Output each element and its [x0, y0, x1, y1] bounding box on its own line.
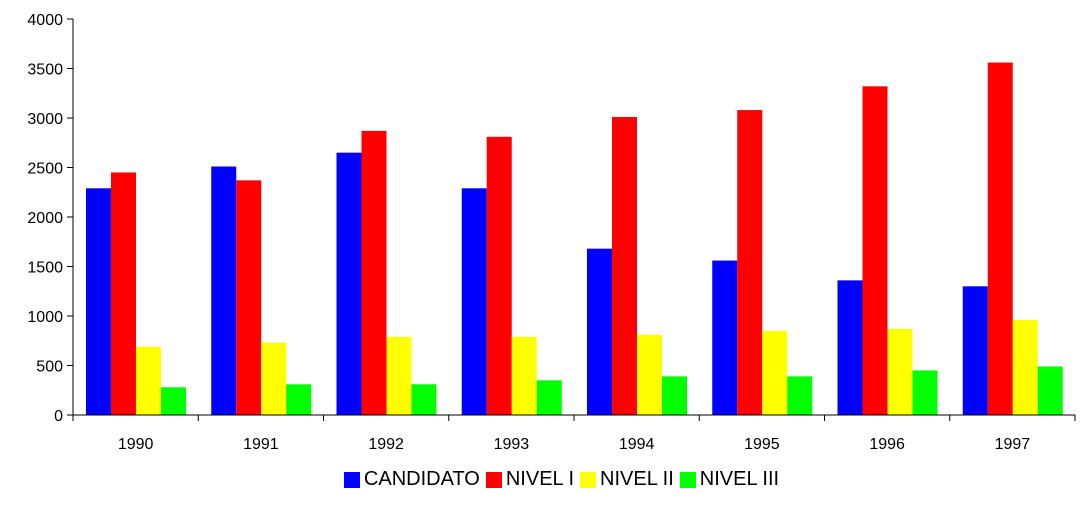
bar-nivel-iii-1997	[1037, 366, 1063, 415]
bar-nivel-i-1996	[862, 86, 888, 415]
legend-item: NIVEL III	[679, 468, 780, 491]
bar-nivel-ii-1996	[887, 328, 913, 415]
legend-swatch	[679, 471, 696, 488]
x-tick-label: 1991	[243, 436, 279, 453]
bar-nivel-ii-1990	[136, 346, 161, 415]
legend-item: NIVEL II	[580, 468, 674, 491]
bar-nivel-iii-1991	[286, 384, 312, 415]
bar-nivel-i-1990	[111, 172, 136, 415]
bar-candidato-1992	[336, 152, 362, 415]
bar-nivel-iii-1994	[662, 376, 687, 415]
bar-nivel-iii-1995	[787, 376, 813, 415]
bar-nivel-i-1991	[236, 180, 262, 415]
y-tick-label: 2500	[27, 161, 63, 178]
y-tick-label: 1500	[27, 260, 63, 277]
x-tick-label: 1994	[619, 436, 655, 453]
y-tick-label: 2000	[27, 210, 63, 227]
legend-label: CANDIDATO	[363, 468, 480, 490]
bar-candidato-1997	[962, 286, 988, 415]
bar-nivel-ii-1997	[1012, 319, 1038, 415]
bar-nivel-i-1992	[361, 130, 387, 415]
legend-label: NIVEL I	[505, 468, 575, 490]
bar-candidato-1995	[712, 260, 738, 415]
bars-group	[86, 62, 1063, 416]
bar-nivel-i-1995	[737, 110, 763, 415]
chart-legend: CANDIDATO NIVEL I NIVEL II NIVEL III	[0, 468, 1087, 491]
bar-nivel-i-1994	[612, 117, 637, 415]
bar-nivel-ii-1991	[261, 342, 287, 415]
y-tick-label: 3000	[27, 111, 63, 128]
bar-nivel-i-1997	[987, 62, 1013, 416]
x-tick-label: 1993	[494, 436, 530, 453]
x-axis-ticks: 1990 1991 1992 1993 1994 1995 1996 1997	[72, 415, 1076, 453]
x-tick-label: 1992	[368, 436, 404, 453]
legend-item: NIVEL I	[485, 468, 575, 491]
x-tick-label: 1997	[995, 436, 1031, 453]
bar-nivel-ii-1993	[511, 336, 537, 415]
legend-swatch	[343, 471, 360, 488]
legend-item: CANDIDATO	[343, 468, 480, 491]
bar-nivel-ii-1992	[386, 336, 412, 415]
y-tick-label: 4000	[27, 12, 63, 29]
y-tick-label: 500	[36, 359, 63, 376]
bar-candidato-1990	[86, 188, 111, 415]
bar-candidato-1994	[587, 248, 612, 415]
legend-swatch	[485, 471, 502, 488]
bar-nivel-iii-1993	[536, 380, 562, 415]
bar-candidato-1996	[837, 280, 863, 415]
bar-nivel-iii-1990	[161, 387, 186, 415]
x-tick-label: 1990	[118, 436, 154, 453]
legend-swatch	[580, 471, 597, 488]
bar-nivel-ii-1995	[762, 330, 788, 415]
bar-candidato-1991	[211, 166, 237, 415]
bar-nivel-ii-1994	[637, 334, 662, 415]
legend-label: NIVEL II	[600, 468, 674, 490]
bar-nivel-iii-1996	[912, 370, 938, 415]
legend-label: NIVEL III	[699, 468, 780, 490]
y-tick-label: 3500	[27, 62, 63, 79]
x-tick-label: 1996	[869, 436, 905, 453]
y-axis-ticks: 0 500 1000 1500 2000 2500 3000 3500 4000	[27, 12, 73, 425]
y-tick-label: 0	[54, 408, 63, 425]
x-tick-label: 1995	[744, 436, 780, 453]
bar-nivel-iii-1992	[411, 384, 437, 415]
bar-candidato-1993	[461, 188, 487, 415]
bar-nivel-i-1993	[486, 136, 512, 415]
y-tick-label: 1000	[27, 309, 63, 326]
